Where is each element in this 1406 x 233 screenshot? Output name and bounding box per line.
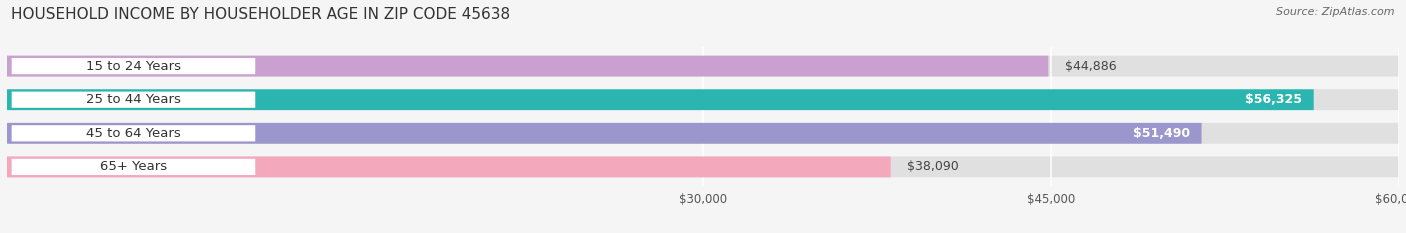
Text: Source: ZipAtlas.com: Source: ZipAtlas.com (1277, 7, 1395, 17)
Text: $38,090: $38,090 (907, 160, 959, 173)
FancyBboxPatch shape (11, 159, 256, 175)
Text: 25 to 44 Years: 25 to 44 Years (86, 93, 181, 106)
FancyBboxPatch shape (7, 123, 1399, 144)
FancyBboxPatch shape (7, 89, 1313, 110)
FancyBboxPatch shape (11, 58, 256, 74)
Text: HOUSEHOLD INCOME BY HOUSEHOLDER AGE IN ZIP CODE 45638: HOUSEHOLD INCOME BY HOUSEHOLDER AGE IN Z… (11, 7, 510, 22)
FancyBboxPatch shape (7, 123, 1202, 144)
FancyBboxPatch shape (7, 56, 1049, 76)
FancyBboxPatch shape (7, 56, 1399, 76)
FancyBboxPatch shape (7, 157, 890, 177)
FancyBboxPatch shape (11, 125, 256, 141)
Text: $51,490: $51,490 (1133, 127, 1189, 140)
FancyBboxPatch shape (7, 89, 1399, 110)
Text: 65+ Years: 65+ Years (100, 160, 167, 173)
Text: 15 to 24 Years: 15 to 24 Years (86, 60, 181, 73)
Text: $56,325: $56,325 (1246, 93, 1302, 106)
FancyBboxPatch shape (11, 92, 256, 108)
Text: $44,886: $44,886 (1064, 60, 1116, 73)
FancyBboxPatch shape (7, 157, 1399, 177)
Text: 45 to 64 Years: 45 to 64 Years (86, 127, 181, 140)
